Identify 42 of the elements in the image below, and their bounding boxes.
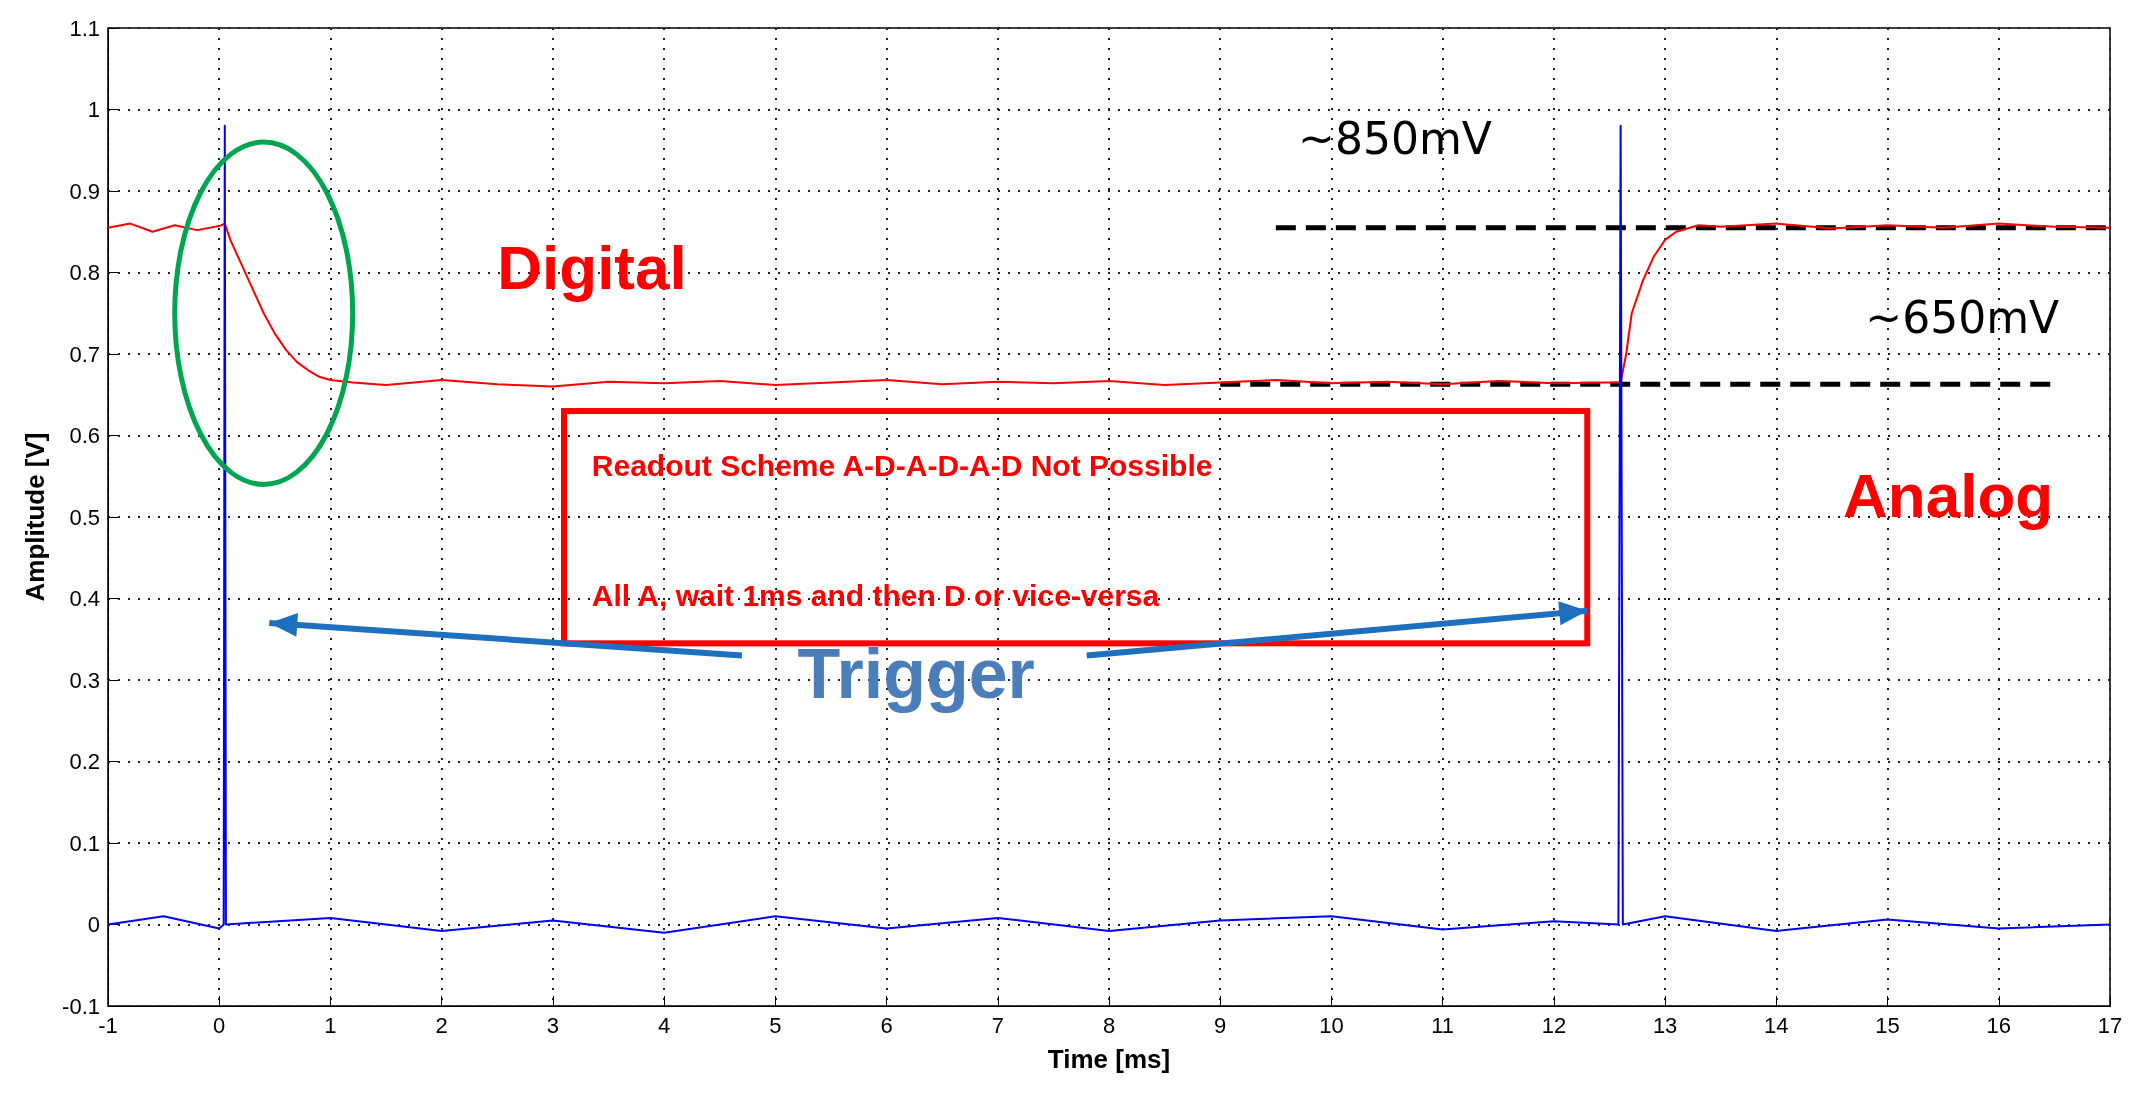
x-axis-title: Time [ms] (1047, 1044, 1171, 1074)
y-tick-label: 1 (87, 97, 100, 122)
annotation: Trigger (797, 635, 1035, 714)
y-tick-label: 0.1 (69, 830, 100, 856)
y-tick-label: 0.8 (69, 260, 100, 285)
x-tick-label: 11 (1431, 1012, 1455, 1038)
annotation: Readout Scheme A-D-A-D-A-D Not Possible (591, 449, 1213, 483)
y-tick-label: 0.3 (69, 667, 100, 693)
y-tick-label: 1.1 (69, 15, 100, 41)
x-tick-label: 16 (1986, 1012, 2012, 1038)
x-tick-label: 15 (1875, 1012, 1900, 1038)
x-tick-label: 10 (1319, 1012, 1344, 1038)
y-tick-label: 0.5 (69, 504, 100, 530)
x-tick-label: 7 (991, 1012, 1004, 1038)
x-tick-label: 1 (324, 1012, 337, 1038)
annotation: ~650mV (1865, 292, 2060, 344)
x-tick-label: 12 (1541, 1012, 1567, 1038)
annotation: All A, wait 1ms and then D or vice-versa (591, 579, 1160, 613)
x-tick-label: 8 (1102, 1012, 1116, 1038)
x-tick-label: 4 (657, 1012, 671, 1038)
x-tick-label: 17 (2097, 1012, 2123, 1038)
annotation: Analog (1843, 461, 2054, 531)
y-tick-label: 0.4 (69, 586, 100, 611)
x-tick-label: 2 (435, 1012, 448, 1038)
y-tick-label: 0.6 (69, 423, 100, 448)
x-tick-label: 0 (213, 1012, 226, 1038)
x-tick-label: 13 (1652, 1012, 1678, 1038)
x-tick-label: 9 (1214, 1012, 1227, 1038)
y-tick-label: 0.2 (69, 749, 100, 774)
annotation: ~850mV (1298, 113, 1492, 165)
x-tick-label: 6 (880, 1012, 893, 1038)
y-tick-label: -0.1 (62, 993, 100, 1019)
x-tick-label: -1 (98, 1012, 118, 1038)
y-tick-label: 0 (87, 912, 100, 937)
y-tick-label: 0.9 (69, 178, 100, 204)
line-series (107, 222, 2111, 388)
x-tick-label: 14 (1764, 1012, 1789, 1038)
y-tick-label: 0.7 (69, 341, 100, 367)
x-tick-label: 5 (769, 1012, 782, 1038)
y-axis-title: Amplitude [V] (20, 432, 50, 602)
x-tick-label: 3 (546, 1012, 560, 1038)
annotation: Digital (497, 232, 687, 302)
